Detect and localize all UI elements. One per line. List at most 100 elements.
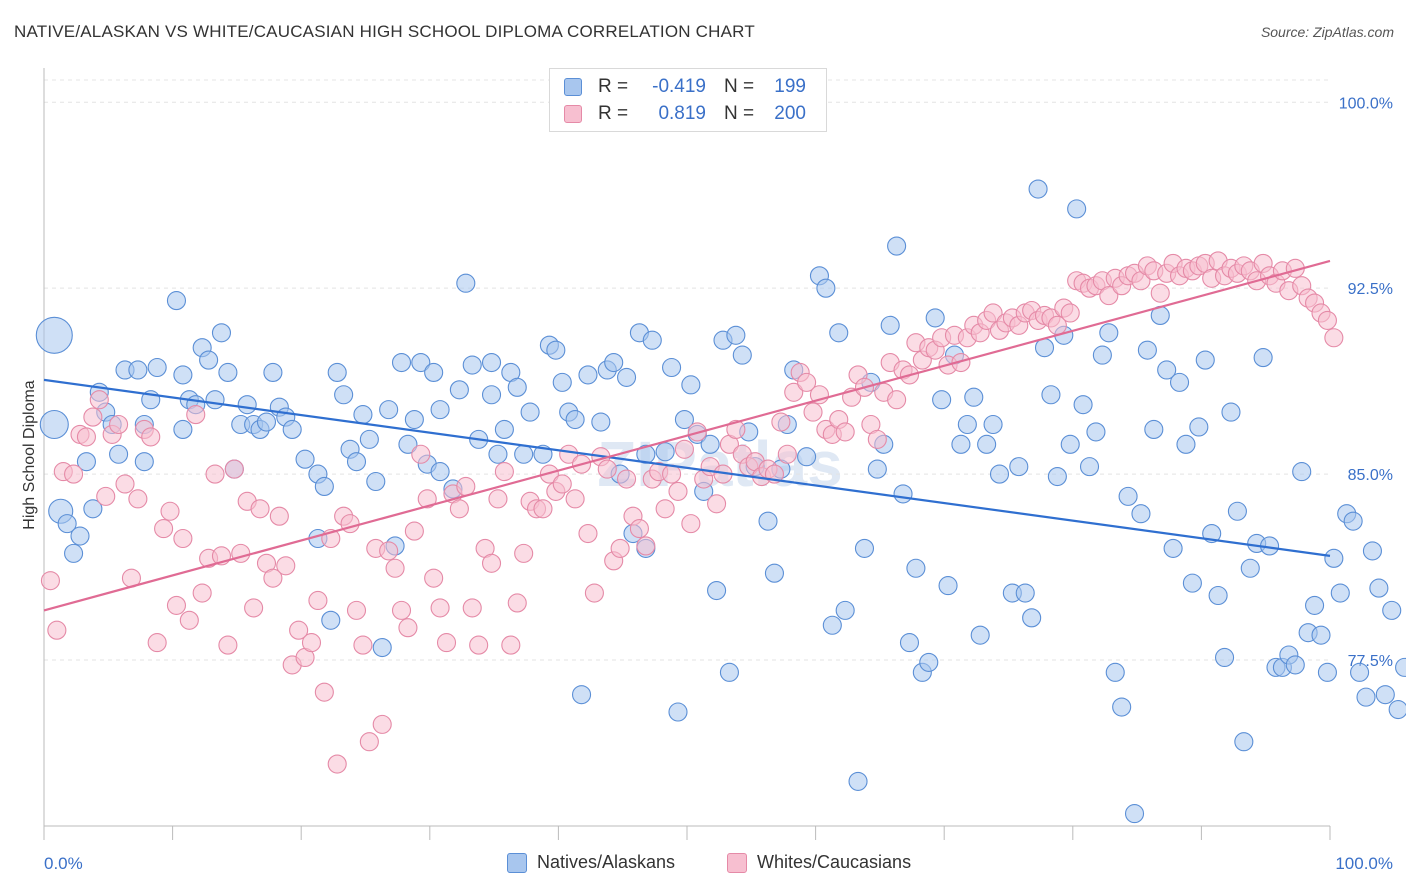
point-natives — [205, 390, 225, 410]
point-whites — [179, 610, 199, 630]
point-whites — [867, 429, 887, 449]
point-natives — [719, 662, 739, 682]
point-natives — [359, 429, 379, 449]
point-natives — [1112, 697, 1132, 717]
point-whites — [96, 486, 116, 506]
point-whites — [771, 412, 791, 432]
series-whites — [40, 251, 1344, 774]
point-whites — [64, 464, 84, 484]
point-natives — [494, 419, 514, 440]
point-natives — [1009, 457, 1029, 477]
point-natives — [1317, 662, 1337, 682]
point-natives — [430, 400, 450, 420]
point-natives — [1195, 350, 1215, 370]
point-natives — [314, 476, 334, 497]
point-whites — [707, 494, 727, 514]
point-whites — [481, 553, 502, 573]
point-natives — [1208, 585, 1228, 606]
point-whites — [244, 598, 264, 618]
point-natives — [488, 444, 508, 464]
point-natives — [758, 511, 778, 531]
legend-item-whites[interactable]: Whites/Caucasians — [727, 852, 911, 873]
point-natives — [1079, 457, 1100, 477]
point-whites — [835, 422, 855, 442]
point-natives — [411, 352, 431, 373]
series-natives — [35, 179, 1406, 824]
point-whites — [83, 407, 103, 427]
point-natives — [848, 771, 868, 791]
point-natives — [764, 563, 784, 583]
point-natives — [166, 291, 187, 311]
point-whites — [391, 600, 412, 620]
point-natives — [1285, 655, 1305, 675]
point-natives — [372, 638, 392, 658]
point-whites — [417, 489, 437, 509]
point-natives — [655, 442, 675, 462]
point-natives — [173, 365, 193, 385]
point-whites — [218, 635, 238, 655]
point-natives — [591, 412, 611, 432]
point-natives — [816, 278, 836, 298]
point-natives — [1022, 608, 1042, 628]
point-natives — [1163, 538, 1183, 558]
point-whites — [514, 543, 534, 563]
x-tick-label: 100.0% — [1335, 854, 1393, 873]
point-natives — [462, 355, 482, 375]
point-whites — [308, 590, 328, 611]
point-whites — [1060, 303, 1080, 323]
point-natives — [867, 459, 887, 479]
point-whites — [469, 635, 489, 655]
point-natives — [237, 395, 257, 415]
point-natives — [822, 615, 842, 635]
r-value: -0.419 — [652, 76, 706, 97]
point-natives — [707, 581, 727, 601]
point-natives — [39, 409, 69, 440]
point-whites — [173, 528, 193, 549]
point-natives — [1118, 486, 1138, 506]
point-natives — [256, 412, 277, 432]
point-whites — [109, 414, 129, 435]
point-natives — [134, 452, 154, 472]
point-whites — [507, 593, 527, 613]
point-natives — [1015, 583, 1035, 603]
point-whites — [983, 303, 1003, 323]
point-natives — [109, 444, 129, 464]
point-natives — [977, 434, 997, 454]
legend-label-whites: Whites/Caucasians — [757, 852, 912, 872]
point-natives — [1350, 662, 1370, 682]
point-natives — [1311, 625, 1331, 645]
point-natives — [507, 377, 527, 397]
point-whites — [636, 536, 656, 556]
whites-swatch — [564, 105, 582, 123]
point-whites — [436, 633, 457, 653]
point-natives — [514, 444, 534, 464]
stats-legend-row-whites: R = 0.819 N = 200 — [564, 102, 806, 126]
point-whites — [154, 519, 174, 539]
point-natives — [1221, 402, 1241, 422]
point-natives — [835, 600, 855, 620]
point-whites — [160, 501, 180, 521]
source-label: Source: ZipAtlas.com — [1260, 24, 1394, 40]
point-natives — [906, 558, 926, 578]
point-natives — [1131, 504, 1151, 524]
x-tick-label: 0.0% — [44, 854, 83, 873]
point-natives — [1092, 345, 1112, 365]
r-label: R = — [598, 103, 629, 124]
point-natives — [1169, 372, 1190, 392]
point-whites — [269, 506, 289, 526]
point-whites — [250, 499, 270, 519]
point-natives — [854, 538, 875, 558]
point-natives — [295, 449, 315, 469]
point-natives — [604, 352, 624, 373]
point-natives — [263, 362, 283, 383]
point-whites — [456, 476, 476, 497]
point-whites — [784, 382, 804, 402]
point-natives — [1324, 548, 1344, 568]
point-natives — [1099, 323, 1119, 343]
point-natives — [1034, 338, 1055, 358]
natives-legend-swatch — [507, 852, 527, 873]
legend-item-natives[interactable]: Natives/Alaskans — [507, 852, 675, 873]
point-natives — [334, 385, 354, 405]
point-natives — [668, 702, 688, 722]
point-natives — [919, 652, 939, 672]
